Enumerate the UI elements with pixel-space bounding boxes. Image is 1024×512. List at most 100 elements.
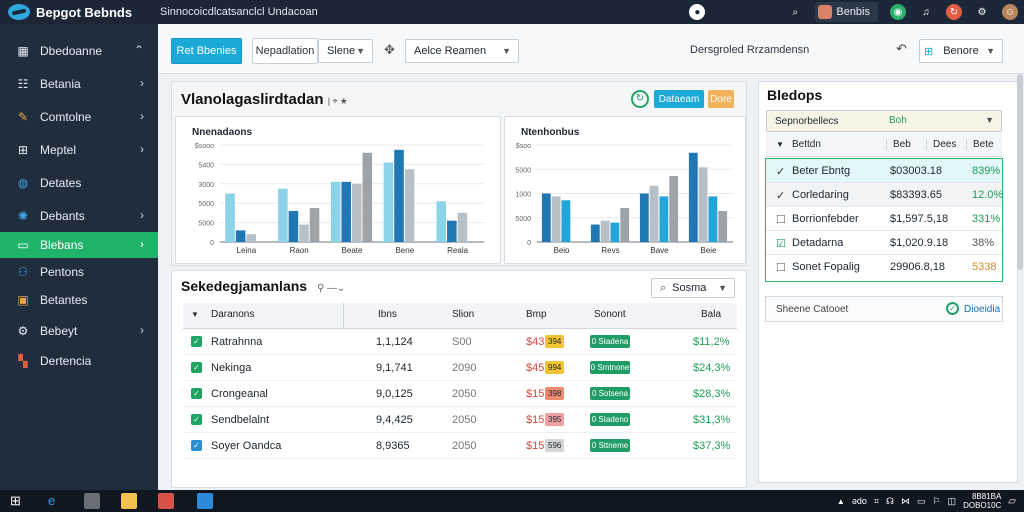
checkbox-checked-icon[interactable]: ✓	[191, 414, 202, 425]
bar[interactable]	[639, 193, 649, 243]
bar[interactable]	[718, 210, 728, 242]
column-header[interactable]: Slion	[452, 309, 475, 320]
table-row[interactable]: ✓ Soyer Oandca 8,9365 2050 $15 596 0 Stt…	[183, 433, 737, 459]
column-header[interactable]: Bete	[966, 139, 994, 150]
bar[interactable]	[436, 201, 447, 242]
bar[interactable]	[620, 208, 630, 242]
data-button[interactable]: Dataeam	[654, 90, 704, 108]
user-menu[interactable]: Benbis	[815, 2, 878, 22]
list-item[interactable]: ✓ Beter Ebntg $03003.18 839%	[766, 159, 1002, 183]
sidebar-item-dertencia[interactable]: ▚ Dertencia	[0, 347, 158, 375]
more-button[interactable]: Dore	[708, 90, 734, 108]
checkbox-checked-icon[interactable]: ✓	[191, 362, 202, 373]
right-panel-select[interactable]: Sepnorbellecs Boh ▼	[766, 110, 1002, 132]
table-row[interactable]: ✓ Ratrahnna 1,1,124 S00 $43 394 0 Staden…	[183, 329, 737, 355]
sidebar-item-bebeyt[interactable]: ⚙ Bebeyt ›	[0, 314, 158, 347]
camera-icon[interactable]	[84, 493, 100, 509]
bar[interactable]	[299, 224, 309, 242]
bar[interactable]	[352, 183, 362, 242]
bar[interactable]	[447, 220, 457, 242]
bar[interactable]	[246, 234, 256, 242]
sidebar-item-pentons[interactable]: ⚇ Pentons	[0, 258, 158, 286]
sidebar-item-comtolne[interactable]: ✎ Comtolne ›	[0, 100, 158, 133]
column-header[interactable]: Beb	[886, 139, 911, 150]
bar[interactable]	[698, 167, 708, 242]
bar[interactable]	[341, 181, 351, 242]
notification-icon[interactable]: ▱	[1008, 495, 1016, 507]
search-label[interactable]: Sheene Catooet	[776, 304, 849, 315]
bar[interactable]	[590, 224, 600, 242]
notification-dot-icon[interactable]: ●	[689, 4, 706, 20]
column-header[interactable]: Bettdn	[792, 139, 821, 150]
bell-icon[interactable]: ♫	[922, 6, 930, 18]
store-icon[interactable]	[158, 493, 174, 509]
filter-select[interactable]: Aelce Reamen ▼	[405, 39, 519, 63]
bar[interactable]	[278, 188, 288, 242]
bar[interactable]	[394, 149, 404, 242]
action-label[interactable]: Dioeidia	[964, 304, 1001, 315]
bar[interactable]	[610, 222, 620, 242]
bar[interactable]	[288, 210, 299, 242]
column-header[interactable]: Daranons	[211, 309, 255, 320]
bar[interactable]	[708, 196, 718, 242]
bar[interactable]	[383, 162, 394, 242]
profile-icon[interactable]: ☺	[1002, 4, 1018, 20]
bar[interactable]	[309, 208, 320, 242]
tray-item[interactable]: ⚐	[932, 495, 941, 506]
bar[interactable]	[330, 181, 341, 242]
settings-icon[interactable]: ⚙	[977, 6, 987, 18]
list-item[interactable]: ☐ Sonet Fopalig 29906.8,18 5338	[766, 255, 1002, 279]
calendar-icon[interactable]	[197, 493, 213, 509]
table-row[interactable]: ✓ Sendbelalnt 9,4,425 2050 $15 395 0 Sta…	[183, 407, 737, 433]
bar[interactable]	[561, 200, 571, 242]
windows-start-icon[interactable]: ⊞	[10, 493, 21, 508]
bar[interactable]	[404, 169, 415, 242]
tray-item[interactable]: ☊	[885, 495, 894, 506]
sidebar-item-betantes[interactable]: ▣ Betantes	[0, 286, 158, 314]
primary-action-button[interactable]: Ret Bbenies	[171, 38, 242, 64]
bar[interactable]	[362, 152, 373, 242]
bar[interactable]	[659, 196, 669, 242]
tray-item[interactable]: ⋈	[900, 495, 910, 506]
tray-item[interactable]: ədo	[851, 496, 867, 506]
column-header[interactable]: Bmp	[526, 309, 547, 320]
checkbox-checked-icon[interactable]: ✓	[191, 388, 202, 399]
check-circle-icon[interactable]: ✓	[946, 302, 959, 315]
table-row[interactable]: ✓ Nekinga 9,1,741 2090 $45 994 0 Smtnone…	[183, 355, 737, 381]
sidebar-item-dashboard[interactable]: ▦ Dbedoanne ⌃	[0, 34, 158, 67]
refresh-icon[interactable]: ↻	[946, 4, 962, 20]
list-item[interactable]: ✓ Corledaring $83393.65 12.0%	[766, 183, 1003, 207]
sidebar-item-debants[interactable]: ✺ Debants ›	[0, 199, 158, 232]
search-icon[interactable]: ⌕	[792, 6, 799, 18]
history-icon[interactable]: ↶	[896, 41, 907, 56]
bar[interactable]	[669, 176, 679, 242]
bar[interactable]	[235, 230, 246, 242]
bar[interactable]	[541, 193, 551, 243]
edge-browser-icon[interactable]: e	[48, 493, 56, 508]
link-icon[interactable]: ⚲ —⌄	[316, 283, 346, 294]
refresh-icon[interactable]: ↻	[631, 90, 649, 108]
bar[interactable]	[600, 220, 610, 242]
file-explorer-icon[interactable]	[121, 493, 137, 509]
clock[interactable]: 8B81BA DOBO10C	[963, 492, 1001, 510]
chevron-up-icon[interactable]: ▲	[836, 496, 845, 506]
sidebar-item-detates[interactable]: ◍ Detates	[0, 166, 158, 199]
view-select[interactable]: ⊞ Benore ▼	[919, 39, 1003, 63]
list-item[interactable]: ☐ Borrionfebder $1,597.5,18 331%	[766, 207, 1002, 231]
tray-item[interactable]: ◫	[947, 495, 957, 506]
checkbox-checked-icon[interactable]: ✓	[191, 440, 202, 451]
app-logo[interactable]: Bepgot Bebnds	[0, 4, 158, 20]
table-search[interactable]: ⌕ Sosma ▼	[651, 278, 735, 298]
bar[interactable]	[551, 196, 561, 242]
checkbox-checked-icon[interactable]: ✓	[191, 336, 202, 347]
column-header[interactable]: Dees	[926, 139, 956, 150]
table-row[interactable]: ✓ Crongeanal 9,0,125 2050 $15 398 0 Sots…	[183, 381, 737, 407]
sidebar-item-blebans[interactable]: ▭ Blebans ›	[0, 232, 158, 258]
bar[interactable]	[688, 152, 698, 242]
bar[interactable]	[457, 212, 468, 242]
sidebar-item-meptel[interactable]: ⊞ Meptel ›	[0, 133, 158, 166]
column-header[interactable]: Ibns	[378, 309, 397, 320]
segment-left-button[interactable]: Nepadlation	[252, 38, 318, 64]
bar[interactable]	[649, 185, 659, 242]
tray-item[interactable]: ▭	[916, 495, 926, 506]
